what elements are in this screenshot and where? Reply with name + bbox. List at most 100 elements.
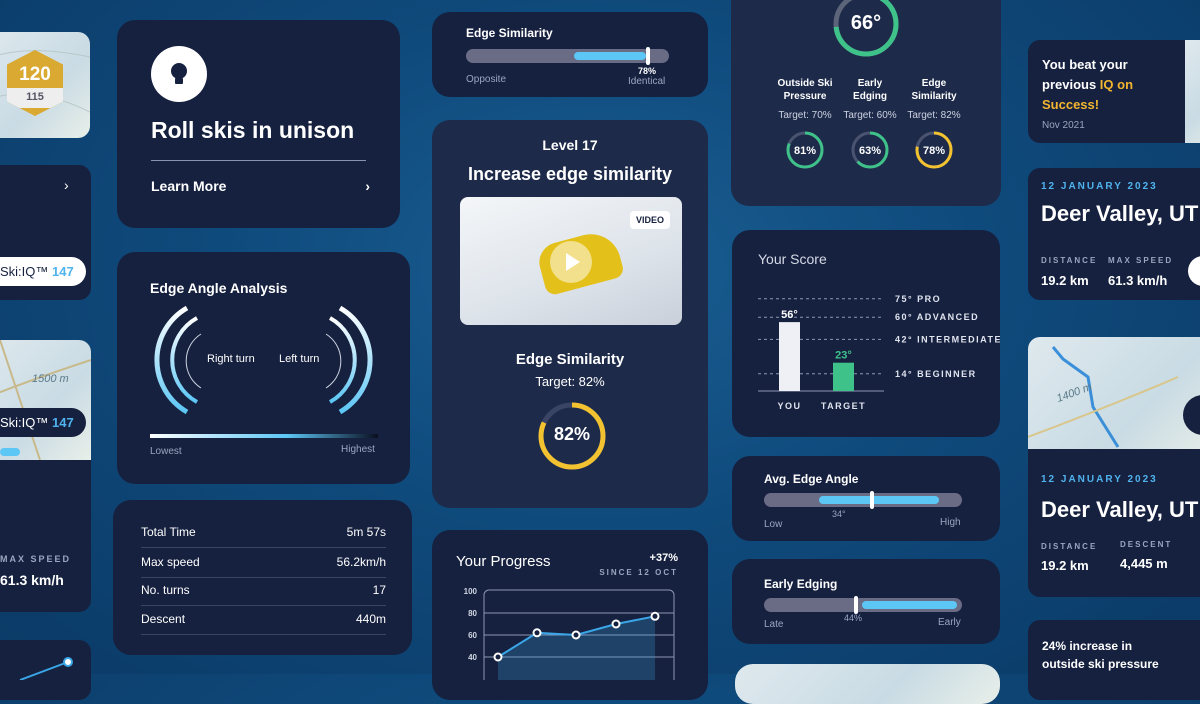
skiiq-pill-dark: Ski:IQ™ 147 [0, 408, 86, 437]
metric-name: Early Edging [853, 78, 887, 102]
achievement-card[interactable]: You beat your previous IQ on Success! No… [1028, 40, 1200, 143]
learn-more-link[interactable]: Learn More › [151, 178, 370, 194]
edge-similarity-slider [466, 47, 669, 65]
reference-label: 75° PRO [895, 294, 941, 304]
turn-arcs [154, 305, 373, 415]
divider [151, 160, 366, 161]
insight-card[interactable]: 24% increase in outside ski pressure [1028, 620, 1200, 700]
chevron-right-icon[interactable]: › [64, 177, 69, 193]
stat-row: No. turns 17 [141, 583, 386, 606]
avg-edge-angle-value: 34° [832, 509, 846, 519]
bar-value: 23° [835, 350, 852, 362]
gradient-scale [150, 434, 378, 438]
bar-category: YOU [777, 401, 801, 411]
early-label: Early [938, 617, 961, 628]
action-button[interactable] [1188, 256, 1200, 286]
run-date: 12 JANUARY 2023 [1041, 181, 1158, 192]
level-title: Increase edge similarity [467, 164, 673, 184]
stat-label: No. turns [141, 583, 190, 597]
stat-value: 17 [372, 583, 386, 597]
stat-value: 440m [355, 612, 386, 626]
map-button[interactable] [1183, 395, 1200, 435]
edge-similarity-card[interactable]: Edge Similarity Opposite 78% Identical [432, 12, 708, 97]
metric-item: Outside Ski Pressure Target: 70% [760, 77, 850, 121]
bar-value: 56° [781, 309, 798, 321]
stat-label: Descent [141, 612, 186, 626]
reference-label: 14° BEGINNER [895, 369, 977, 379]
stat-row: Descent 440m [141, 612, 386, 635]
skiiq-value: 147 [52, 415, 74, 430]
avg-edge-angle-title: Avg. Edge Angle [764, 472, 859, 486]
score-title: Your Score [758, 251, 827, 267]
score-chart: 75° PRO 60° ADVANCED 42° INTERMEDIATE 14° B… [758, 294, 1000, 411]
edge-angle-ring [833, 0, 899, 57]
data-point [650, 611, 660, 621]
run-stats-card[interactable]: Total Time 5m 57s Max speed 56.2km/h No. t… [113, 500, 412, 655]
early-edging-card[interactable]: Early Edging Late 44% Early [732, 559, 1000, 644]
chevron-right-icon: › [365, 178, 370, 194]
area-fill [498, 616, 655, 680]
data-point [571, 630, 581, 640]
avg-edge-angle-card[interactable]: Avg. Edge Angle Low 34° High [732, 456, 1000, 541]
achievement-text-part: previous [1042, 77, 1100, 92]
run-map: 1500 m [0, 340, 91, 460]
achievement-text: You beat your previous IQ on Success! [1042, 55, 1133, 115]
skiiq-card[interactable]: › Ski:IQ™ 147 [0, 165, 91, 300]
metric-name: Outside Ski Pressure [777, 78, 833, 102]
ring-value: 78% [923, 145, 945, 157]
y-tick-label: 80 [468, 609, 477, 618]
ring-progress [915, 131, 953, 169]
bar-category: TARGET [821, 401, 866, 411]
similarity-value: 78% [638, 66, 657, 76]
right-turn-label: Right turn [207, 353, 255, 365]
insight-text: outside ski pressure [1042, 657, 1159, 671]
lesson-card[interactable]: Roll skis in unison Learn More › [117, 20, 400, 228]
ring-progress [786, 131, 824, 169]
run-card-with-map[interactable]: 1400 m 12 JANUARY 2023 Deer Valley, UT D… [1028, 337, 1200, 597]
progress-change: +37% [649, 552, 678, 564]
insight-text: 24% increase in [1042, 639, 1133, 653]
run-summary-card[interactable]: 1500 m Ski:IQ™ 147 MAX SPEED 61.3 km/h [0, 340, 91, 612]
badge-map-card[interactable]: 120 115 [0, 32, 90, 138]
y-tick-label: 40 [468, 653, 477, 662]
achievement-map [1185, 40, 1200, 143]
avg-edge-angle-slider [764, 491, 962, 509]
edge-angle-card[interactable]: Edge Angle Analysis Right turn Left turn… [117, 252, 410, 484]
level-card[interactable]: Level 17 Increase edge similarity VIDEO … [432, 120, 708, 508]
level-label: Level 17 [542, 137, 598, 153]
distance-label: DISTANCE [1041, 256, 1098, 265]
low-label: Low [764, 519, 783, 530]
lowest-label: Lowest [150, 446, 182, 457]
skiiq-pill: Ski:IQ™ 147 [0, 257, 86, 286]
score-card[interactable]: Your Score 75° PRO 60° ADVANCED 42° INTERM… [732, 230, 1000, 437]
slider-fill [819, 496, 939, 504]
edge-similarity-title: Edge Similarity [466, 26, 553, 40]
metric-target: Target: 70% [778, 110, 832, 121]
progress-card[interactable]: Your Progress +37% SINCE 12 OCT 40 60 80 10… [432, 530, 708, 700]
skiiq-label: Ski:IQ™ [0, 415, 49, 430]
metric-ring: 63% [851, 131, 889, 169]
lesson-title: Roll skis in unison [151, 117, 355, 143]
metric-ring: 78% [915, 131, 953, 169]
play-icon[interactable] [550, 241, 592, 283]
slider-fill [862, 601, 957, 609]
slider-marker [646, 47, 650, 65]
max-speed-value: 61.3 km/h [0, 572, 64, 588]
identical-label: Identical [628, 76, 666, 87]
stat-label: Max speed [141, 555, 200, 569]
data-point [532, 628, 542, 638]
run-map: 1400 m [1028, 337, 1200, 449]
distance-value: 19.2 km [1041, 558, 1089, 573]
metric-target: Target: 82% [535, 374, 605, 389]
metric-ring: 81% [786, 131, 824, 169]
iq-badge: 120 115 [7, 50, 63, 116]
run-title: Deer Valley, UT [1041, 497, 1199, 522]
progress-chart: 40 60 80 100 [464, 587, 675, 680]
video-thumbnail[interactable]: VIDEO [460, 197, 682, 325]
stat-row: Total Time 5m 57s [141, 525, 386, 548]
run-card[interactable]: 12 JANUARY 2023 Deer Valley, UT DISTANCE… [1028, 168, 1200, 300]
progress-since: SINCE 12 OCT [599, 568, 678, 577]
session-summary-card[interactable]: 66° Outside Ski Pressure Target: 70% 81% Ear… [731, 0, 1001, 206]
stat-label: Total Time [141, 525, 196, 539]
metric-item: Edge Similarity Target: 82% [889, 77, 979, 121]
